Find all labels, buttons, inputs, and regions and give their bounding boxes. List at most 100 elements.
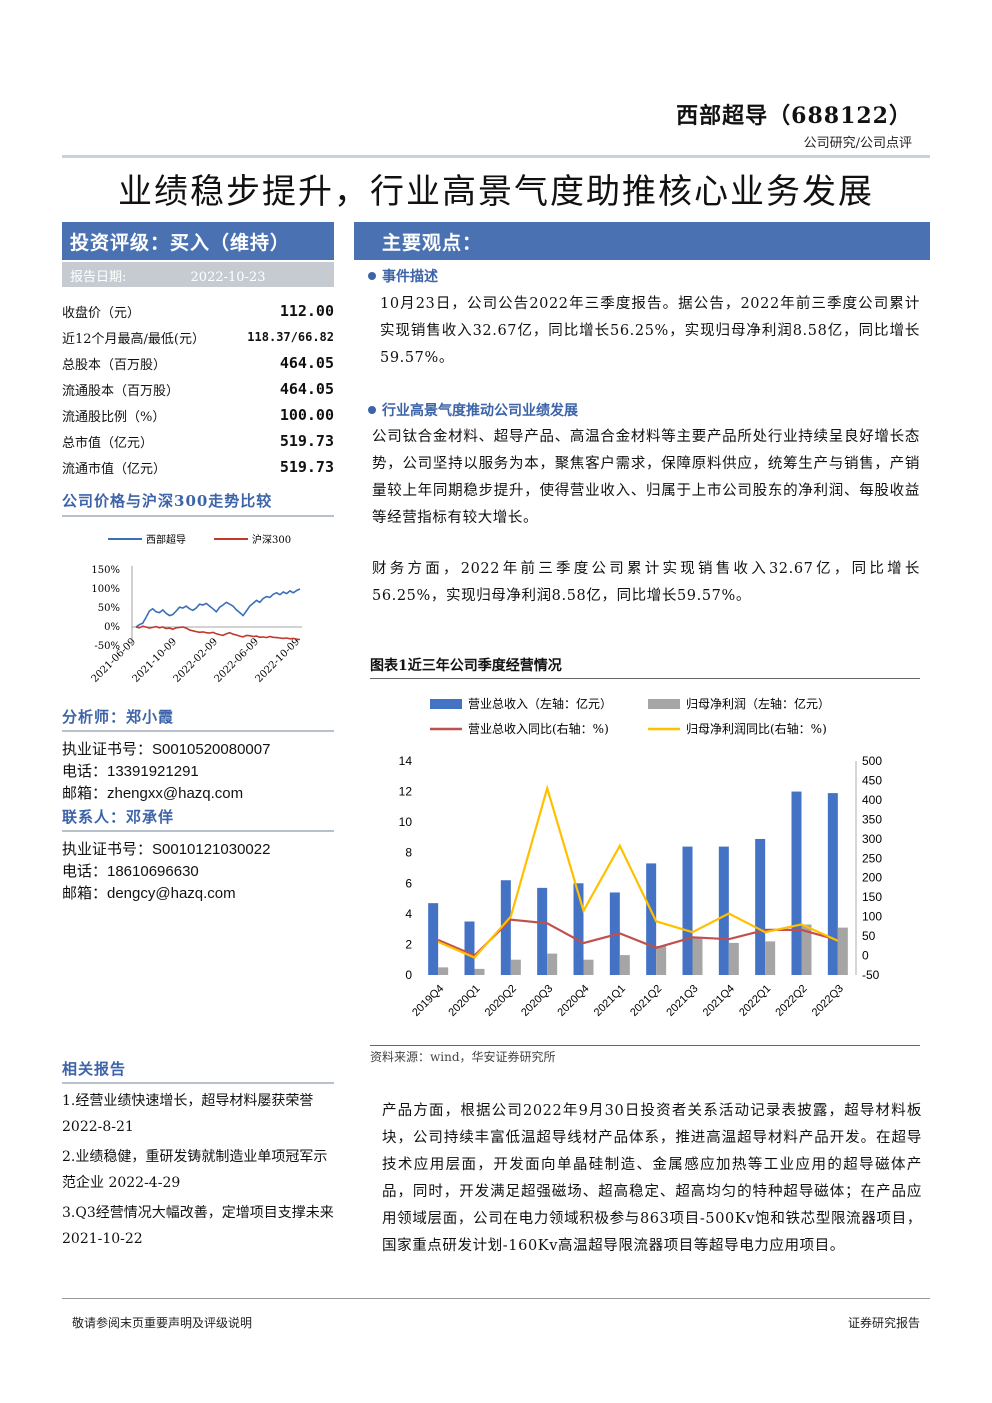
bullet-label: 行业高景气度推动公司业绩发展 <box>382 403 578 419</box>
report-title: 业绩稳步提升，行业高景气度助推核心业务发展 <box>118 172 874 212</box>
section-underline <box>62 515 334 517</box>
related-reports: 相关报告 1.经营业绩快速增长，超导材料屡获荣誉 2022-8-21 2.业绩稳… <box>62 1058 334 1252</box>
stat-value: 519.73 <box>279 432 334 450</box>
analyst-block: 分析师：郑小霞 执业证书号：S0010520080007 电话：13391921… <box>62 706 334 904</box>
x-category-label: 2020Q1 <box>446 983 482 1019</box>
footer-divider <box>62 1298 930 1299</box>
legend-label: 营业总收入同比(右轴：%) <box>468 721 609 736</box>
stat-value: 464.05 <box>279 380 334 398</box>
footer-report-type: 证券研究报告 <box>847 1316 920 1330</box>
right-axis-tick: 350 <box>862 812 882 826</box>
x-category-label: 2022Q2 <box>773 983 809 1019</box>
stat-row: 近12个月最高/最低(元） 118.37/66.82 <box>62 324 334 350</box>
report-date-label: 报告日期: <box>70 270 127 285</box>
legend-label: 营业总收入（左轴：亿元） <box>468 696 612 711</box>
stat-row: 流通股比例（%） 100.00 <box>62 402 334 428</box>
right-axis-tick: -50 <box>862 968 880 982</box>
left-axis-tick: 12 <box>399 785 413 799</box>
net-profit-bar <box>619 955 630 975</box>
analyst-phone: 电话：13391921291 <box>62 763 199 780</box>
x-category-label: 2020Q4 <box>555 983 591 1019</box>
stat-label: 流通股比例（%） <box>62 409 166 425</box>
y-tick-label: 100% <box>91 584 120 595</box>
y-tick-label: 50% <box>98 603 120 614</box>
bullet-label: 事件描述 <box>382 269 438 285</box>
right-axis-tick: 100 <box>862 910 882 924</box>
left-axis-tick: 2 <box>405 937 412 951</box>
stat-value: 464.05 <box>279 354 334 372</box>
net-profit-bar <box>765 941 776 975</box>
related-report-item[interactable]: 3.Q3经营情况大幅改善，定增项目支撑未来 2021-10-22 <box>62 1205 334 1247</box>
revenue-bar <box>791 791 802 975</box>
y-tick-label: 0% <box>104 622 120 633</box>
stock-stats: 收盘价（元） 112.00 近12个月最高/最低(元） 118.37/66.82 总… <box>62 298 334 480</box>
right-axis-tick: 450 <box>862 773 882 787</box>
contact-phone: 电话：18610696630 <box>62 863 199 880</box>
related-report-item[interactable]: 2.业绩稳健，重研发铸就制造业单项冠军示范企业 2022-4-29 <box>62 1149 328 1191</box>
report-category: 公司研究/公司点评 <box>803 136 912 151</box>
stat-row: 总市值（亿元） 519.73 <box>62 428 334 454</box>
x-category-label: 2019Q4 <box>410 983 446 1019</box>
x-category-label: 2022Q1 <box>737 983 773 1019</box>
contact-email[interactable]: 邮箱：dengcy@hazq.com <box>62 885 236 902</box>
y-tick-label: -50% <box>94 641 120 652</box>
x-category-label: 2021Q4 <box>701 983 737 1019</box>
right-axis-tick: 0 <box>862 949 869 963</box>
footer-disclaimer: 敬请参阅末页重要声明及评级说明 <box>72 1316 253 1330</box>
contact-cert: 执业证书号：S0010121030022 <box>62 841 271 858</box>
revenue-bar <box>755 838 766 975</box>
stat-value: 112.00 <box>279 302 334 320</box>
price-chart-title: 公司价格与沪深300走势比较 <box>62 492 273 510</box>
stat-value: 100.00 <box>279 406 334 424</box>
revenue-yoy-line <box>437 918 839 957</box>
right-axis-tick: 200 <box>862 871 882 885</box>
left-axis-tick: 6 <box>405 876 412 890</box>
stat-row: 总股本（百万股） 464.05 <box>62 350 334 376</box>
event-paragraph: 10月23日，公司公告2022年三季度报告。据公告，2022年前三季度公司累计实… <box>380 296 920 366</box>
left-axis-tick: 8 <box>405 846 412 860</box>
net-profit-bar <box>801 924 812 975</box>
right-axis-tick: 150 <box>862 890 882 904</box>
report-date-value: 2022-10-23 <box>190 270 266 285</box>
left-axis-tick: 10 <box>399 815 413 829</box>
y-tick-label: 150% <box>91 565 120 576</box>
stat-value: 118.37/66.82 <box>247 330 334 344</box>
company-price-line <box>135 588 301 628</box>
analyst-cert: 执业证书号：S0010520080007 <box>62 741 271 758</box>
stat-row: 流通市值（亿元） 519.73 <box>62 454 334 480</box>
stat-label: 收盘价（元） <box>62 305 141 321</box>
revenue-bar <box>827 793 838 975</box>
right-axis-tick: 400 <box>862 793 882 807</box>
revenue-bar <box>718 846 729 975</box>
x-category-label: 2021Q2 <box>628 983 664 1019</box>
stat-value: 519.73 <box>279 458 334 476</box>
bullet-industry: 行业高景气度推动公司业绩发展 <box>364 400 578 420</box>
x-tick-label: 2022-10-09 <box>254 636 303 685</box>
net-profit-yoy-line <box>437 784 839 959</box>
contact-title: 联系人：邓承佯 <box>62 808 175 826</box>
bullet-dot-icon <box>368 406 376 414</box>
analyst-email[interactable]: 邮箱：zhengxx@hazq.com <box>62 785 244 802</box>
stat-label: 流通股本（百万股） <box>62 383 180 399</box>
bullet-dot-icon <box>368 272 376 280</box>
rating-banner: 投资评级：买入（维持） <box>62 222 334 260</box>
stat-label: 总股本（百万股） <box>62 357 167 373</box>
section-underline <box>62 730 334 732</box>
related-title: 相关报告 <box>62 1060 127 1078</box>
revenue-bar <box>428 903 439 975</box>
net-profit-bar <box>438 967 449 975</box>
product-paragraph: 产品方面，根据公司2022年9月30日投资者关系活动记录表披露，超导材料板块，公… <box>382 1103 922 1254</box>
revenue-bar <box>464 921 475 975</box>
legend-label-company: 西部超导 <box>146 533 186 546</box>
price-comparison-chart: 西部超导 沪深300 150%100%50%0%-50% 2021-06-092… <box>90 533 303 685</box>
figure-source: 资料来源：wind，华安证券研究所 <box>370 1050 556 1064</box>
legend-label-index: 沪深300 <box>252 533 291 546</box>
related-report-item[interactable]: 1.经营业绩快速增长，超导材料屡获荣誉 2022-8-21 <box>62 1093 314 1135</box>
left-axis-tick: 14 <box>399 754 413 768</box>
price-chart-header: 公司价格与沪深300走势比较 <box>62 490 334 517</box>
section-underline <box>62 830 334 832</box>
analyst-title: 分析师：郑小霞 <box>62 708 175 726</box>
revenue-bar <box>682 846 693 975</box>
stat-row: 流通股本（百万股） 464.05 <box>62 376 334 402</box>
figure-box: 营业总收入（左轴：亿元） 归母净利润（左轴：亿元） 营业总收入同比(右轴：%) 归母净… <box>370 678 920 1046</box>
